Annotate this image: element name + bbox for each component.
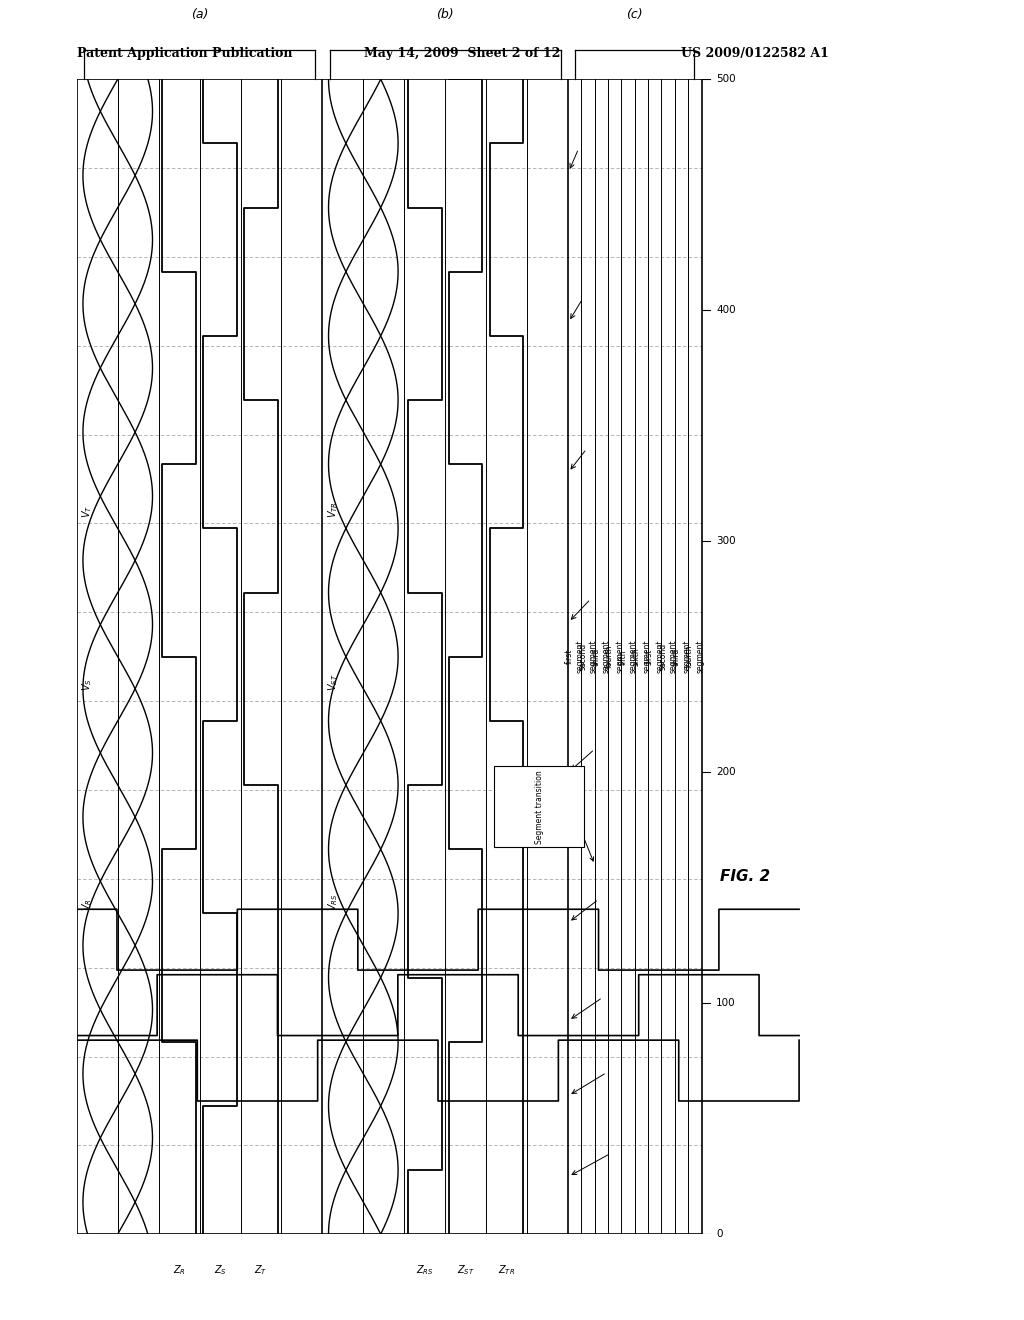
Text: 0: 0	[716, 1229, 723, 1239]
Text: first
segment: first segment	[565, 640, 585, 673]
Text: May 14, 2009  Sheet 2 of 12: May 14, 2009 Sheet 2 of 12	[364, 46, 560, 59]
Text: FIG. 2: FIG. 2	[720, 869, 770, 883]
Text: first
segment: first segment	[645, 640, 665, 673]
Text: third
segment: third segment	[592, 640, 611, 673]
Text: Patent Application Publication: Patent Application Publication	[77, 46, 292, 59]
Text: 500: 500	[716, 74, 735, 84]
Text: $V_{ST}$: $V_{ST}$	[326, 673, 340, 692]
Text: $Z_{RS}$: $Z_{RS}$	[416, 1263, 433, 1276]
Text: 100: 100	[716, 998, 735, 1008]
Text: $V_{TR}$: $V_{TR}$	[326, 502, 340, 519]
Text: $Z_R$: $Z_R$	[173, 1263, 185, 1276]
Text: fourth
segment: fourth segment	[605, 640, 625, 673]
Text: third
segment: third segment	[672, 640, 691, 673]
Text: (c): (c)	[627, 8, 643, 21]
Text: $Z_{ST}$: $Z_{ST}$	[457, 1263, 474, 1276]
Text: 300: 300	[716, 536, 735, 546]
Text: 200: 200	[716, 767, 735, 777]
Text: (b): (b)	[436, 8, 454, 21]
Text: fifth
segment: fifth segment	[618, 640, 638, 673]
Text: second
segment: second segment	[658, 640, 678, 673]
Text: $Z_T$: $Z_T$	[254, 1263, 267, 1276]
Text: US 2009/0122582 A1: US 2009/0122582 A1	[681, 46, 828, 59]
Text: 400: 400	[716, 305, 735, 315]
Text: Segment transition: Segment transition	[535, 770, 544, 843]
Text: $V_{RS}$: $V_{RS}$	[326, 894, 340, 911]
Text: $Z_S$: $Z_S$	[214, 1263, 226, 1276]
Text: (a): (a)	[190, 8, 208, 21]
Text: $V_T$: $V_T$	[81, 504, 94, 519]
Text: $V_R$: $V_R$	[81, 898, 94, 911]
Text: $V_S$: $V_S$	[81, 678, 94, 692]
Text: second
segment: second segment	[579, 640, 598, 673]
FancyBboxPatch shape	[494, 767, 585, 847]
Text: $Z_{TR}$: $Z_{TR}$	[498, 1263, 515, 1276]
Text: sixth
segment: sixth segment	[632, 640, 651, 673]
Text: fourth
segment: fourth segment	[685, 640, 705, 673]
